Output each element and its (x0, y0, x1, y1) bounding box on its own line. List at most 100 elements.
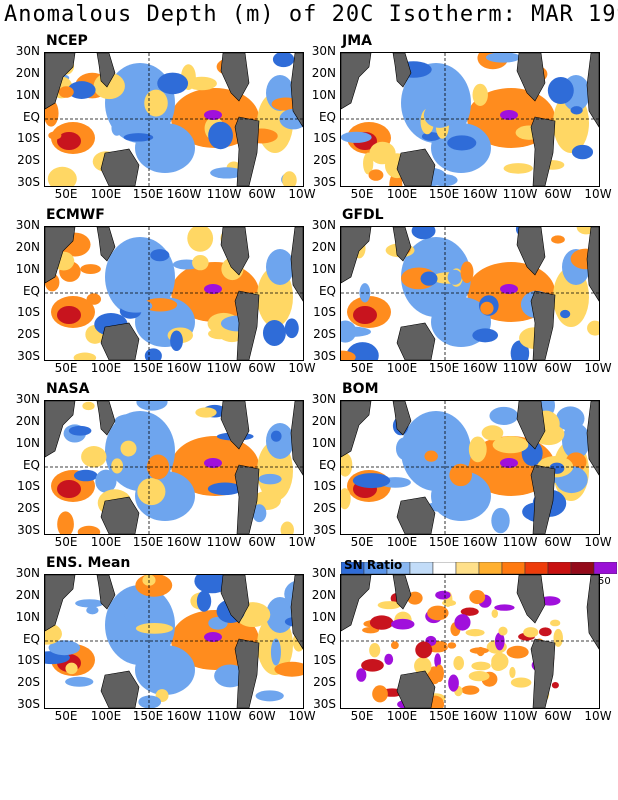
x-tick-label: 150E (132, 535, 164, 549)
y-tick-label: 10S (313, 653, 336, 667)
land-mass (516, 401, 546, 450)
anomaly-patch (262, 320, 286, 346)
anomaly-patch (414, 656, 432, 675)
panel-title: GFDL (342, 207, 384, 223)
land-mass (96, 53, 116, 88)
y-tick-label: 20N (15, 587, 40, 602)
anomaly-patch (472, 328, 499, 343)
anomaly-patch (494, 604, 515, 611)
anomaly-patch (266, 423, 294, 459)
y-tick-label: 20N (311, 413, 336, 428)
anomaly-patch (272, 53, 295, 68)
panel-title: ENS. Mean (46, 555, 131, 571)
anomaly-patch (494, 632, 505, 651)
land-mass (220, 53, 250, 102)
x-tick-label: 50E (54, 709, 78, 723)
y-tick-label: 10S (17, 653, 40, 667)
anomaly-patch (361, 658, 384, 672)
x-tick-label: 100E (90, 187, 122, 201)
anomaly-patch (341, 326, 372, 337)
anomaly-patch (150, 249, 170, 262)
land-mass (396, 148, 436, 186)
anomaly-patch (503, 163, 533, 174)
y-tick-label: 30S (313, 349, 336, 363)
y-tick-label: 10N (311, 87, 336, 102)
y-tick-label: 10S (313, 479, 336, 493)
map-svg (341, 53, 599, 186)
anomaly-patch (207, 482, 243, 496)
anomaly-patch (453, 656, 465, 671)
anomaly-patch (480, 301, 494, 315)
anomaly-patch (192, 255, 209, 271)
x-tick-label: 150E (132, 361, 164, 375)
anomaly-patch (204, 284, 222, 294)
y-tick-label: 30N (311, 44, 336, 58)
anomaly-patch (570, 106, 583, 115)
anomaly-patch (135, 645, 195, 695)
y-tick-label: 30S (17, 697, 40, 711)
anomaly-patch (390, 641, 399, 650)
anomaly-patch (435, 664, 444, 683)
land-mass (45, 53, 76, 110)
map-svg (45, 227, 303, 360)
x-tick-label: 60W (248, 187, 276, 201)
land-mass (100, 148, 140, 186)
anomaly-patch (509, 666, 516, 679)
x-tick-label: 110W (502, 187, 538, 201)
land-mass (341, 575, 372, 632)
anomaly-patch (571, 144, 594, 160)
land-mass (96, 227, 116, 262)
x-tick-label: 50E (350, 535, 374, 549)
map-plot (44, 226, 304, 361)
anomaly-patch (369, 615, 394, 630)
x-tick-label: 110W (502, 361, 538, 375)
y-tick-label: EQ (318, 457, 336, 472)
anomaly-patch (137, 478, 166, 506)
anomaly-patch (500, 110, 518, 120)
anomaly-patch (442, 599, 457, 607)
map-plot (340, 52, 600, 187)
anomaly-patch (57, 306, 81, 324)
y-tick-label: 20S (17, 327, 40, 341)
x-tick-label: 150E (132, 709, 164, 723)
anomaly-patch (356, 668, 367, 682)
land-mass (45, 227, 76, 284)
land-mass (392, 227, 412, 262)
anomaly-patch (368, 169, 384, 181)
figure-title: Anomalous Depth (m) of 20C Isotherm: MAR… (4, 2, 618, 27)
x-tick-label: 110W (502, 709, 538, 723)
anomaly-patch (341, 488, 351, 510)
anomaly-patch (150, 424, 167, 448)
anomaly-patch (58, 86, 74, 98)
anomaly-patch (427, 605, 449, 621)
y-tick-label: 10N (15, 435, 40, 450)
y-tick-label: 10N (15, 261, 40, 276)
anomaly-patch (556, 406, 585, 431)
x-tick-label: 100E (386, 361, 418, 375)
anomaly-patch (114, 413, 147, 429)
anomaly-patch (258, 473, 282, 485)
x-tick-label: 10W (288, 361, 316, 375)
anomaly-patch (77, 525, 101, 534)
y-tick-label: 30N (15, 218, 40, 232)
land-mass (392, 401, 412, 436)
anomaly-patch (214, 664, 246, 688)
anomaly-patch (144, 348, 162, 360)
anomaly-patch (506, 645, 529, 659)
x-tick-label: 50E (350, 361, 374, 375)
map-plot (44, 574, 304, 709)
y-tick-label: 10N (311, 435, 336, 450)
anomaly-patch (204, 110, 222, 120)
anomaly-patch (468, 671, 490, 682)
x-tick-label: 160W (166, 187, 202, 201)
land-mass (45, 575, 76, 632)
anomaly-patch (204, 632, 222, 642)
anomaly-patch (186, 76, 217, 91)
land-mass (392, 53, 412, 88)
y-tick-label: 20S (313, 153, 336, 167)
anomaly-patch (411, 227, 436, 240)
y-tick-label: 30N (15, 44, 40, 58)
anomaly-patch (111, 458, 124, 474)
land-mass (220, 575, 250, 624)
anomaly-patch (434, 653, 442, 669)
